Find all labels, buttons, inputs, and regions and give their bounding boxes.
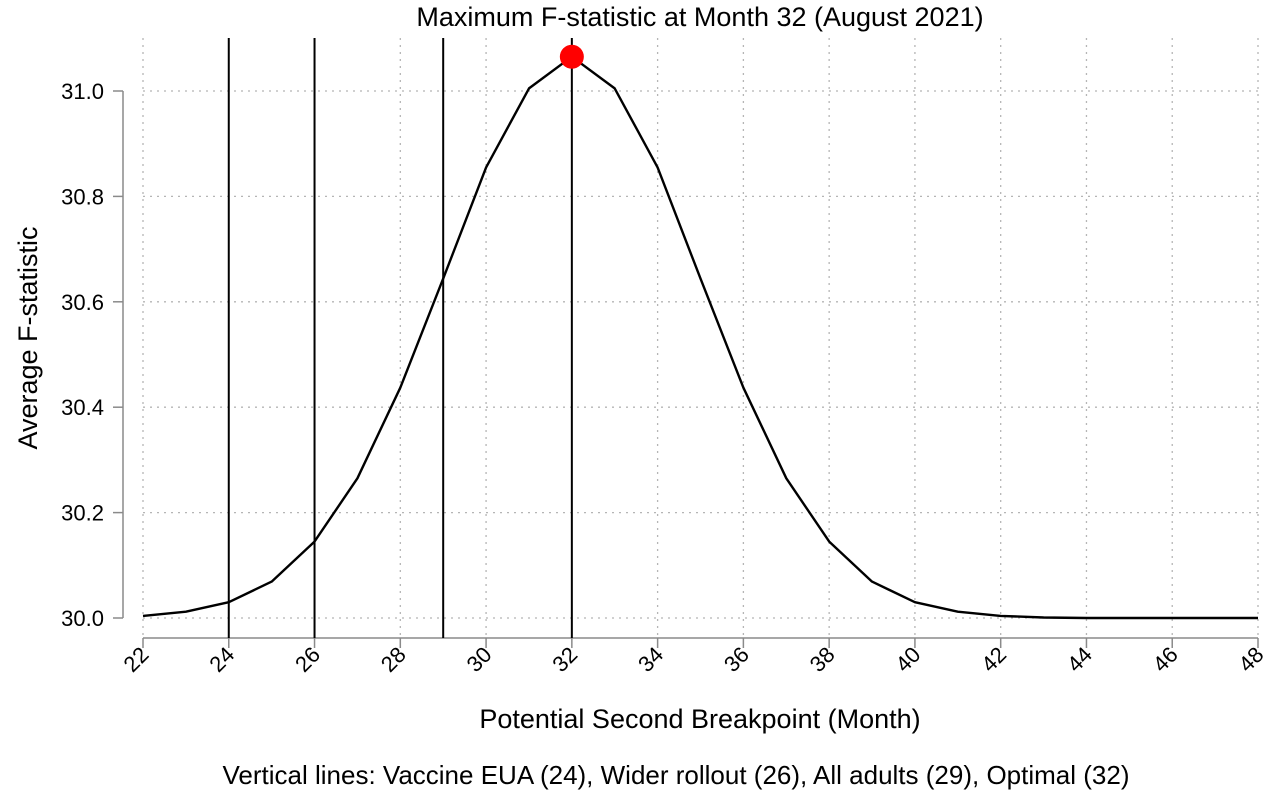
x-tick-label: 28	[376, 642, 411, 677]
grid-lines	[142, 38, 1259, 638]
x-tick-label: 40	[890, 642, 925, 677]
x-tick-label: 26	[290, 642, 325, 677]
y-tick-label: 30.8	[61, 184, 104, 209]
y-tick-label: 30.0	[61, 606, 104, 631]
x-tick-label: 42	[976, 642, 1011, 677]
y-tick-label: 30.6	[61, 290, 104, 315]
y-axis-title: Average F-statistic	[13, 226, 43, 449]
chart-caption: Vertical lines: Vaccine EUA (24), Wider …	[223, 760, 1130, 790]
tick-labels: 30.0 30.2 30.4 30.6 30.8 31.0 22 24 26 28 30 32 34 36…	[61, 79, 1268, 677]
chart-title: Maximum F-statistic at Month 32 (August …	[416, 2, 983, 32]
axes	[122, 91, 1258, 639]
y-tick-label: 30.4	[61, 395, 104, 420]
maximum-point-marker	[559, 44, 584, 69]
x-tick-label: 48	[1234, 642, 1269, 677]
x-tick-label: 32	[547, 642, 582, 677]
x-tick-label: 46	[1148, 642, 1183, 677]
y-tick-label: 30.2	[61, 501, 104, 526]
x-tick-label: 36	[719, 642, 754, 677]
x-tick-label: 22	[119, 642, 154, 677]
x-tick-label: 24	[204, 642, 239, 677]
x-tick-label: 30	[462, 642, 497, 677]
x-axis-title: Potential Second Breakpoint (Month)	[479, 704, 920, 734]
y-tick-label: 31.0	[61, 79, 104, 104]
series-line	[142, 55, 1258, 620]
x-tick-label: 34	[633, 642, 668, 677]
series	[142, 44, 1258, 620]
x-tick-label: 38	[805, 642, 840, 677]
x-tick-label: 44	[1062, 642, 1097, 677]
vertical-reference-lines	[227, 38, 573, 638]
